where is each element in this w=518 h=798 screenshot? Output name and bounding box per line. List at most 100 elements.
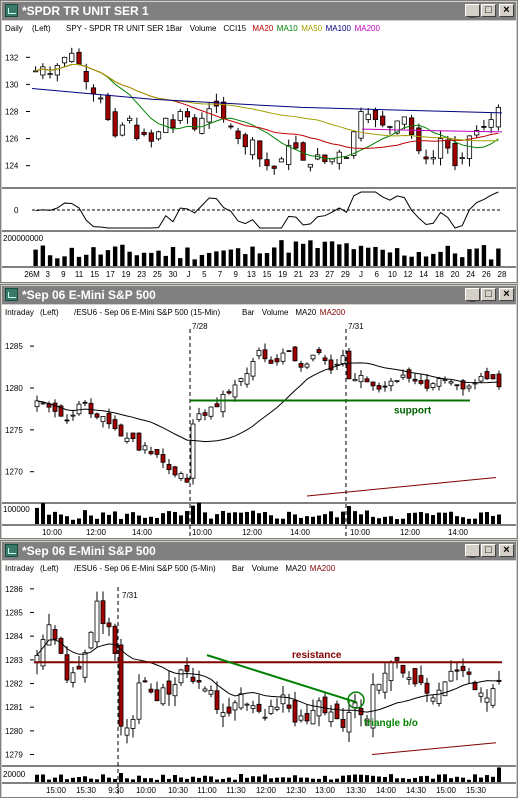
- volume-bar: [245, 777, 249, 782]
- y-tick-label: 132: [5, 53, 19, 62]
- price-bar: [106, 412, 112, 425]
- price-bar: [256, 349, 262, 357]
- x-axis-label: 26M: [24, 270, 40, 279]
- volume-bar: [192, 259, 197, 266]
- price-bar: [262, 349, 268, 360]
- x-axis-label: 26: [482, 270, 491, 279]
- title-bar[interactable]: *Sep 06 E-Mini S&P 500 _ □ ×: [2, 286, 516, 304]
- x-axis-label: 6: [374, 270, 379, 279]
- volume-bar: [35, 507, 39, 524]
- volume-bar: [419, 512, 423, 524]
- volume-bar: [287, 777, 291, 782]
- price-bar: [388, 380, 394, 387]
- price-bar: [238, 378, 244, 382]
- price-bar: [250, 705, 256, 709]
- minimize-button[interactable]: _: [465, 4, 480, 19]
- volume-bar: [59, 514, 63, 524]
- support-label: support: [394, 406, 432, 417]
- volume-bar: [178, 258, 183, 266]
- volume-bar: [473, 518, 477, 524]
- volume-bar: [41, 774, 45, 782]
- header-study-label: MA200: [310, 564, 336, 573]
- price-bar: [346, 350, 352, 380]
- session-date-label: 7/31: [122, 591, 138, 600]
- price-bar: [394, 656, 400, 661]
- volume-bar: [488, 259, 494, 266]
- price-bar: [274, 358, 280, 363]
- header-study-label: MA20: [295, 308, 316, 317]
- volume-bar: [209, 776, 213, 782]
- price-bar: [460, 665, 466, 672]
- price-bar: [307, 163, 313, 168]
- price-bar: [154, 689, 160, 702]
- volume-bar: [173, 774, 177, 782]
- volume-bar: [228, 249, 234, 266]
- y-tick-label: 1275: [5, 426, 23, 435]
- volume-bar: [395, 778, 399, 782]
- close-button[interactable]: ×: [499, 288, 514, 301]
- price-bar: [388, 661, 394, 682]
- x-axis-label: 29: [341, 270, 350, 279]
- volume-bar: [127, 251, 132, 266]
- breakout-circle: [347, 691, 365, 709]
- price-bar: [40, 639, 46, 667]
- y-tick-label: 128: [5, 108, 19, 117]
- price-bar: [278, 158, 285, 163]
- price-bar: [100, 416, 106, 423]
- price-bar: [220, 712, 226, 717]
- volume-bar: [155, 779, 159, 782]
- volume-bar: [337, 244, 342, 266]
- volume-bar: [347, 775, 351, 782]
- volume-bar: [452, 253, 458, 266]
- volume-bar: [485, 512, 489, 524]
- maximize-button[interactable]: □: [481, 288, 496, 301]
- volume-bar: [257, 776, 261, 782]
- volume-bar: [185, 247, 190, 266]
- volume-bar: [377, 518, 381, 524]
- volume-bar: [257, 513, 261, 524]
- volume-bar: [380, 249, 385, 266]
- volume-bar: [358, 245, 364, 266]
- spy-chart-area[interactable]: Daily (Left) SPY - SPDR TR UNIT SER 1 Ba…: [2, 21, 516, 282]
- volume-bar: [203, 775, 207, 782]
- spy-daily-chart-window: *SPDR TR UNIT SER 1 _ □ × Daily (Left) S…: [0, 0, 518, 283]
- esu6-5min-chart-window: *Sep 06 E-Mini S&P 500 _ □ × Intraday (L…: [0, 540, 518, 798]
- volume-bar: [251, 776, 255, 782]
- x-axis-label: 28: [498, 270, 507, 279]
- price-bar: [352, 702, 358, 708]
- title-bar[interactable]: *SPDR TR UNIT SER 1 _ □ ×: [2, 2, 516, 20]
- price-bar: [88, 631, 94, 649]
- chart-window-icon[interactable]: [5, 4, 18, 17]
- x-axis-label: 23: [137, 270, 146, 279]
- ma20-line: [36, 362, 500, 443]
- volume-bar: [170, 247, 176, 266]
- volume-bar: [474, 248, 479, 266]
- volume-bar: [41, 503, 45, 524]
- close-button[interactable]: ×: [499, 4, 514, 17]
- x-axis-label: 14:30: [406, 786, 427, 795]
- esu6-15min-chart-area[interactable]: Intraday (Left) /ESU6 - Sep 06 E-Mini S&…: [2, 305, 516, 538]
- esu6-5min-chart-area[interactable]: Intraday (Left) /ESU6 - Sep 06 E-Mini S&…: [2, 561, 516, 797]
- price-bar: [365, 113, 371, 120]
- window-title: *SPDR TR UNIT SER 1: [22, 4, 149, 18]
- volume-bar: [105, 250, 111, 266]
- volume-bar: [279, 240, 284, 266]
- minimize-button[interactable]: _: [465, 544, 480, 559]
- price-bar: [268, 705, 274, 714]
- volume-bar: [89, 515, 93, 524]
- volume-bar: [62, 256, 67, 266]
- chart-window-icon[interactable]: [5, 288, 18, 301]
- price-bar: [304, 363, 310, 368]
- volume-bar: [125, 778, 129, 782]
- minimize-button[interactable]: _: [465, 288, 480, 303]
- price-bar: [202, 688, 208, 692]
- x-axis-label: 23: [310, 270, 319, 279]
- title-bar[interactable]: *Sep 06 E-Mini S&P 500 _ □ ×: [2, 542, 516, 560]
- maximize-button[interactable]: □: [481, 4, 496, 17]
- close-button[interactable]: ×: [499, 544, 514, 557]
- volume-bar: [197, 502, 201, 524]
- chart-window-icon[interactable]: [5, 544, 18, 557]
- volume-bar: [401, 518, 405, 524]
- maximize-button[interactable]: □: [481, 544, 496, 557]
- volume-bar: [137, 775, 141, 782]
